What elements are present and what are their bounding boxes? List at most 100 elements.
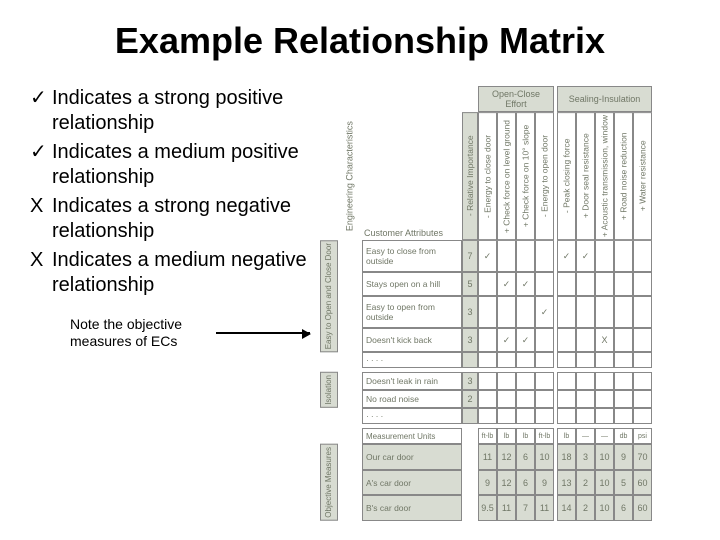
matrix-cell <box>462 495 478 521</box>
legend-text: Indicates a medium positive relationship <box>52 140 310 190</box>
matrix-cell: - Relative Importance <box>462 112 478 240</box>
matrix-cell: 5 <box>462 272 478 296</box>
matrix-cell <box>614 296 633 328</box>
matrix-cell <box>576 372 595 390</box>
matrix-cell <box>462 470 478 496</box>
matrix-cell: ···· <box>362 408 462 424</box>
matrix-cell <box>595 390 614 408</box>
note-text: Note the objective measures of ECs <box>70 316 210 350</box>
matrix-cell <box>595 352 614 368</box>
matrix-cell: + Check force on 10° slope <box>516 112 535 240</box>
matrix-cell <box>576 408 595 424</box>
matrix-cell <box>462 428 478 444</box>
legend-panel: ✓ Indicates a strong positive relationsh… <box>30 86 310 521</box>
matrix-cell <box>557 390 576 408</box>
page-title: Example Relationship Matrix <box>30 20 690 62</box>
matrix-cell <box>338 495 362 521</box>
matrix-cell: ✓ <box>478 240 497 272</box>
matrix-cell: 11 <box>478 444 497 470</box>
matrix-cell: Our car door <box>362 444 462 470</box>
matrix-cell <box>614 408 633 424</box>
matrix-cell: 10 <box>535 444 554 470</box>
matrix-cell: — <box>576 428 595 444</box>
legend-item: ✓ Indicates a strong positive relationsh… <box>30 86 310 136</box>
matrix-cell <box>497 296 516 328</box>
matrix-cell <box>497 408 516 424</box>
matrix-cell: Objective Measures <box>320 444 338 521</box>
matrix-cell: 7 <box>462 240 478 272</box>
matrix-cell: Easy to Open and Close Door <box>320 240 338 352</box>
matrix-cell <box>478 296 497 328</box>
matrix-cell: psi <box>633 428 652 444</box>
matrix-cell: - Energy to close door <box>478 112 497 240</box>
matrix-cell <box>633 390 652 408</box>
matrix-cell: 3 <box>462 328 478 352</box>
matrix-cell: Easy to close from outside <box>362 240 462 272</box>
matrix-cell <box>557 408 576 424</box>
matrix-cell <box>535 328 554 352</box>
matrix-cell: ✓ <box>516 272 535 296</box>
arrow-icon <box>216 332 310 334</box>
matrix-cell: 10 <box>595 495 614 521</box>
matrix-cell: + Door seal resistance <box>576 112 595 240</box>
matrix-cell <box>557 272 576 296</box>
matrix-cell: 6 <box>516 470 535 496</box>
matrix-cell: 5 <box>614 470 633 496</box>
matrix-cell <box>478 390 497 408</box>
matrix-cell: 9 <box>614 444 633 470</box>
matrix-cell <box>595 272 614 296</box>
matrix-cell <box>614 328 633 352</box>
matrix-cell <box>516 240 535 272</box>
matrix-cell <box>478 372 497 390</box>
matrix-cell: 2 <box>462 390 478 408</box>
matrix-cell: Isolation <box>320 372 338 408</box>
matrix-cell: ✓ <box>497 328 516 352</box>
matrix-cell <box>576 390 595 408</box>
matrix-cell: Measurement Units <box>362 428 462 444</box>
matrix-cell: Doesn't kick back <box>362 328 462 352</box>
matrix-cell: 13 <box>557 470 576 496</box>
content-row: ✓ Indicates a strong positive relationsh… <box>30 86 690 521</box>
matrix-cell <box>516 352 535 368</box>
matrix-cell <box>338 296 362 328</box>
matrix-cell: 9.5 <box>478 495 497 521</box>
matrix-cell <box>497 390 516 408</box>
matrix-panel: Open-Close EffortSealing-InsulationEngin… <box>320 86 690 521</box>
matrix-cell <box>497 352 516 368</box>
matrix-cell: 11 <box>497 495 516 521</box>
matrix-cell: Open-Close Effort <box>478 86 554 112</box>
matrix-cell <box>633 352 652 368</box>
matrix-cell <box>633 328 652 352</box>
matrix-cell: 10 <box>595 470 614 496</box>
matrix-cell <box>633 296 652 328</box>
matrix-cell: 7 <box>516 495 535 521</box>
matrix-cell: 3 <box>462 296 478 328</box>
matrix-cell <box>557 296 576 328</box>
matrix-cell <box>338 390 362 408</box>
matrix-cell <box>478 272 497 296</box>
matrix-cell <box>595 372 614 390</box>
matrix-cell <box>576 296 595 328</box>
matrix-cell: 9 <box>478 470 497 496</box>
matrix-cell <box>338 240 362 272</box>
matrix-cell: 6 <box>614 495 633 521</box>
matrix-cell: + Check force on level ground <box>497 112 516 240</box>
matrix-cell <box>557 372 576 390</box>
matrix-cell: Stays open on a hill <box>362 272 462 296</box>
matrix-cell: 6 <box>516 444 535 470</box>
matrix-cell: ✓ <box>576 240 595 272</box>
matrix-cell <box>535 408 554 424</box>
matrix-cell <box>338 272 362 296</box>
matrix-cell: - Peak closing force <box>557 112 576 240</box>
matrix-cell <box>320 428 362 444</box>
matrix-cell: Easy to open from outside <box>362 296 462 328</box>
matrix-cell <box>633 372 652 390</box>
matrix-cell: ✓ <box>535 296 554 328</box>
matrix-cell <box>462 408 478 424</box>
matrix-cell: 2 <box>576 470 595 496</box>
matrix-cell: Customer Attributes <box>362 112 462 240</box>
matrix-cell: No road noise <box>362 390 462 408</box>
matrix-cell <box>576 352 595 368</box>
matrix-cell <box>320 408 362 424</box>
matrix-cell: - Energy to open door <box>535 112 554 240</box>
